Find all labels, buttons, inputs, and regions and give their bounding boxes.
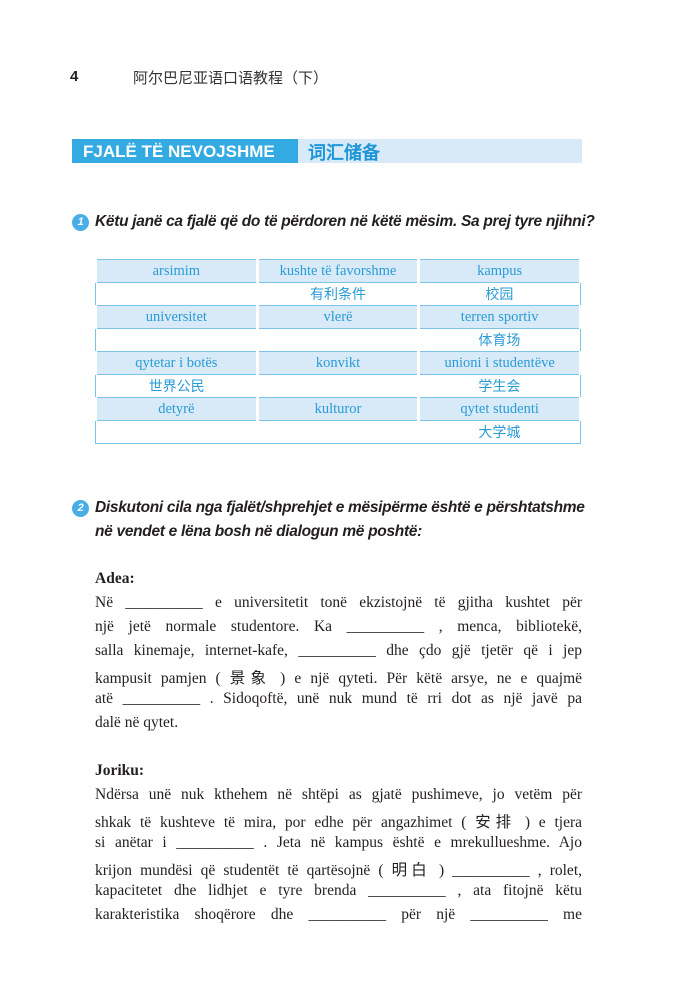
dialogue-line: Në __________ e universitetit tonë ekzis… bbox=[95, 594, 582, 611]
table-row: arsimim kushte të favorshme kampus bbox=[94, 259, 582, 283]
section-banner: FJALË TË NEVOJSHME 词汇储备 bbox=[72, 139, 582, 164]
table-cell: kushte të favorshme bbox=[255, 259, 421, 283]
section-title-sq: FJALË TË NEVOJSHME bbox=[72, 139, 298, 163]
table-cell: konvikt bbox=[255, 351, 421, 375]
table-row: 有利条件 校园 bbox=[95, 282, 581, 306]
dialogue-line: kampusit pamjen ( 景象 ) e një qyteti. Për… bbox=[95, 670, 582, 687]
dialogue-line: një jetë normale studentore. Ka ________… bbox=[95, 618, 582, 635]
table-cell bbox=[257, 328, 419, 352]
table-cell: unioni i studentëve bbox=[417, 351, 582, 375]
dialogue-line: Ndërsa unë nuk kthehem në shtëpi as gjat… bbox=[95, 786, 582, 803]
dialogue-line: krijon mundësi që studentët të qartësojn… bbox=[95, 862, 582, 879]
table-cell bbox=[257, 420, 419, 444]
dialogue-line: kapacitetet dhe lidhjet e tyre brenda __… bbox=[95, 882, 582, 899]
table-cell bbox=[95, 282, 258, 306]
exercise-number-badge: 1 bbox=[72, 214, 89, 231]
table-cell: universitet bbox=[94, 305, 259, 329]
prompt-text: Këtu janë ca fjalë që do të përdoren në … bbox=[95, 213, 595, 230]
table-row: 大学城 bbox=[95, 420, 581, 444]
prompt-text: Diskutoni cila nga fjalët/shprehjet e më… bbox=[95, 499, 585, 516]
table-cell bbox=[95, 420, 258, 444]
dialogue-line: shkak të kushteve të mira, por edhe për … bbox=[95, 814, 582, 831]
table-cell: kampus bbox=[417, 259, 582, 283]
book-title: 阿尔巴尼亚语口语教程（下） bbox=[133, 69, 329, 87]
table-cell: 校园 bbox=[418, 282, 581, 306]
table-row: qytetar i botës konvikt unioni i studentëv… bbox=[94, 351, 582, 375]
speaker-name: Adea: bbox=[95, 570, 135, 587]
dialogue-line: salla kinemaje, internet-kafe, _________… bbox=[95, 642, 582, 659]
table-cell: arsimim bbox=[94, 259, 259, 283]
table-cell: 学生会 bbox=[418, 374, 581, 398]
table-row: detyrë kulturor qytet studenti bbox=[94, 397, 582, 421]
dialogue-line: karakteristika shoqërore dhe __________ … bbox=[95, 906, 582, 923]
exercise-2-prompt-line-2: në vendet e lëna bosh në dialogun më pos… bbox=[95, 523, 422, 540]
table-row: 世界公民 学生会 bbox=[95, 374, 581, 398]
table-row: universitet vlerë terren sportiv bbox=[94, 305, 582, 329]
table-cell: 有利条件 bbox=[257, 282, 419, 306]
table-cell: kulturor bbox=[255, 397, 421, 421]
table-cell: 世界公民 bbox=[95, 374, 258, 398]
exercise-number-badge: 2 bbox=[72, 500, 89, 517]
dialogue-line: atë __________ . Sidoqoftë, unë nuk mund… bbox=[95, 690, 582, 707]
dialogue-line: si anëtar i __________ . Jeta në kampus … bbox=[95, 834, 582, 851]
table-cell: 大学城 bbox=[418, 420, 581, 444]
table-cell: 体育场 bbox=[418, 328, 581, 352]
table-cell bbox=[95, 328, 258, 352]
vocabulary-table: arsimim kushte të favorshme kampus 有利条件 校园 un… bbox=[94, 259, 582, 444]
table-cell: detyrë bbox=[94, 397, 259, 421]
section-title-zh: 词汇储备 bbox=[308, 143, 380, 164]
table-cell: qytetar i botës bbox=[94, 351, 259, 375]
table-cell bbox=[257, 374, 419, 398]
speaker-name: Joriku: bbox=[95, 762, 145, 779]
exercise-2-prompt: 2 Diskutoni cila nga fjalët/shprehjet e m… bbox=[72, 499, 585, 517]
exercise-1-prompt: 1 Këtu janë ca fjalë që do të përdoren në… bbox=[72, 213, 595, 231]
table-row: 体育场 bbox=[95, 328, 581, 352]
table-cell: vlerë bbox=[255, 305, 421, 329]
table-cell: terren sportiv bbox=[417, 305, 582, 329]
page-number: 4 bbox=[70, 68, 79, 85]
table-cell: qytet studenti bbox=[417, 397, 582, 421]
dialogue-line: dalë në qytet. bbox=[95, 714, 179, 731]
